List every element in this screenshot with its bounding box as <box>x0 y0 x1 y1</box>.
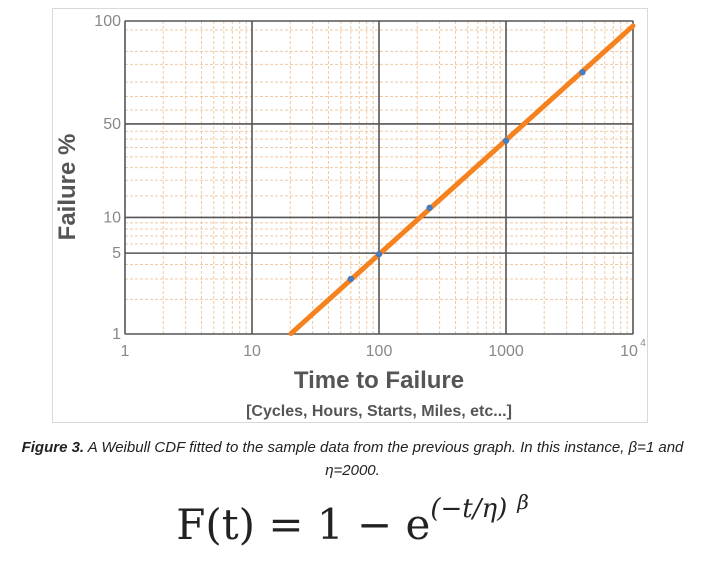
figure-frame: 1 10 100 1000 10 4 1 5 10 50 100 Time to Failure [… <box>52 8 648 423</box>
y-tick-label: 1 <box>112 326 121 343</box>
formula-lhs: F(t) = 1 − e <box>176 500 431 549</box>
data-point <box>426 204 433 212</box>
x-axis-sublabel: [Cycles, Hours, Starts, Miles, etc...] <box>246 403 512 420</box>
figure-caption: Figure 3. A Weibull CDF fitted to the sa… <box>0 436 705 482</box>
x-axis-label: Time to Failure <box>294 367 464 394</box>
weibull-formula: F(t) = 1 − e(−t/η) β <box>0 490 705 549</box>
formula-exponent: (−t/η) <box>430 494 508 524</box>
formula-power: β <box>517 490 529 514</box>
x-tick-label: 1 <box>121 343 130 360</box>
y-tick-label: 10 <box>103 209 121 226</box>
x-tick-label: 100 <box>366 343 393 360</box>
y-tick-label: 50 <box>103 116 121 133</box>
x-tick-label: 10 <box>243 343 261 360</box>
weibull-fit-curve <box>288 23 636 336</box>
caption-text: A Weibull CDF fitted to the sample data … <box>84 439 684 456</box>
caption-line2: η=2000. <box>325 462 380 479</box>
y-tick-label: 5 <box>112 245 121 262</box>
x-tick-label: 10 <box>620 343 638 360</box>
y-tick-label: 100 <box>94 13 121 30</box>
data-point <box>579 69 586 76</box>
y-axis-label: Failure % <box>54 134 81 241</box>
x-tick-label-exponent: 4 <box>640 338 646 349</box>
caption-lead: Figure 3. <box>21 439 85 456</box>
data-point <box>502 137 510 144</box>
x-tick-label: 1000 <box>488 343 524 360</box>
data-point <box>347 275 355 283</box>
data-point <box>375 250 383 258</box>
